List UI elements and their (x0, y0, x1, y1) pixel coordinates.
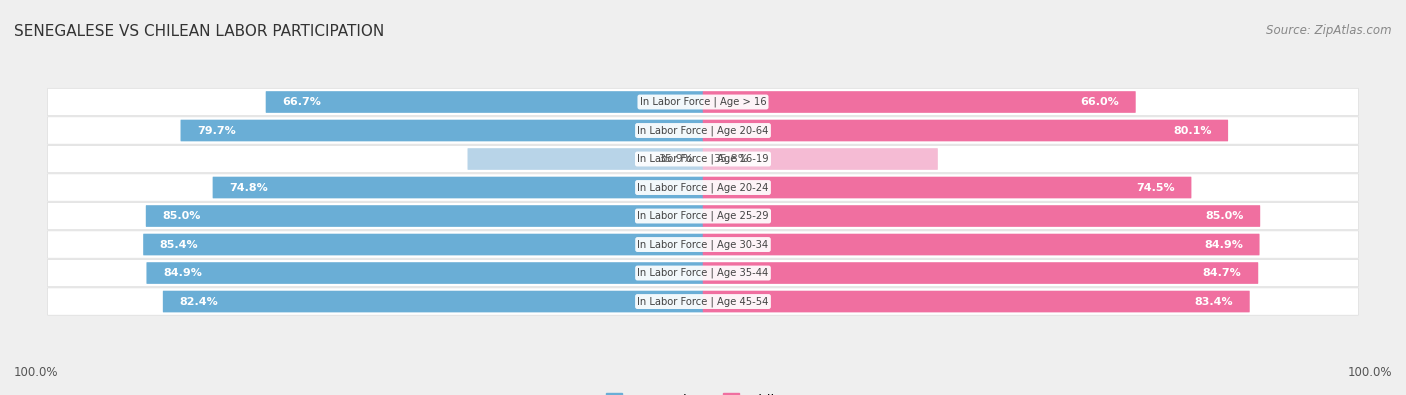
FancyBboxPatch shape (266, 91, 703, 113)
FancyBboxPatch shape (180, 120, 703, 141)
Text: 80.1%: 80.1% (1173, 126, 1212, 135)
FancyBboxPatch shape (468, 148, 703, 170)
FancyBboxPatch shape (703, 148, 938, 170)
Text: 84.9%: 84.9% (163, 268, 202, 278)
Text: Source: ZipAtlas.com: Source: ZipAtlas.com (1267, 24, 1392, 37)
FancyBboxPatch shape (48, 288, 1358, 315)
Text: 74.5%: 74.5% (1136, 182, 1175, 192)
Text: 100.0%: 100.0% (1347, 366, 1392, 379)
Text: 85.0%: 85.0% (1205, 211, 1243, 221)
Text: 74.8%: 74.8% (229, 182, 269, 192)
FancyBboxPatch shape (48, 88, 1358, 116)
Text: 85.0%: 85.0% (163, 211, 201, 221)
FancyBboxPatch shape (48, 174, 1358, 201)
FancyBboxPatch shape (48, 202, 1358, 230)
Text: In Labor Force | Age 16-19: In Labor Force | Age 16-19 (637, 154, 769, 164)
Text: 35.8%: 35.8% (713, 154, 748, 164)
Text: 79.7%: 79.7% (197, 126, 236, 135)
FancyBboxPatch shape (48, 117, 1358, 144)
FancyBboxPatch shape (143, 234, 703, 255)
FancyBboxPatch shape (146, 262, 703, 284)
FancyBboxPatch shape (48, 231, 1358, 258)
FancyBboxPatch shape (146, 205, 703, 227)
Text: 82.4%: 82.4% (180, 297, 218, 307)
Text: In Labor Force | Age 35-44: In Labor Force | Age 35-44 (637, 268, 769, 278)
FancyBboxPatch shape (703, 205, 1260, 227)
Text: In Labor Force | Age 20-24: In Labor Force | Age 20-24 (637, 182, 769, 193)
Text: 66.0%: 66.0% (1080, 97, 1119, 107)
Text: In Labor Force | Age > 16: In Labor Force | Age > 16 (640, 97, 766, 107)
FancyBboxPatch shape (703, 120, 1227, 141)
FancyBboxPatch shape (703, 177, 1191, 198)
Text: 100.0%: 100.0% (14, 366, 59, 379)
Text: 83.4%: 83.4% (1195, 297, 1233, 307)
Text: SENEGALESE VS CHILEAN LABOR PARTICIPATION: SENEGALESE VS CHILEAN LABOR PARTICIPATIO… (14, 24, 384, 39)
FancyBboxPatch shape (48, 260, 1358, 287)
FancyBboxPatch shape (703, 234, 1260, 255)
Text: 84.7%: 84.7% (1204, 268, 1241, 278)
FancyBboxPatch shape (163, 291, 703, 312)
FancyBboxPatch shape (212, 177, 703, 198)
Text: 35.9%: 35.9% (658, 154, 693, 164)
FancyBboxPatch shape (703, 262, 1258, 284)
FancyBboxPatch shape (703, 291, 1250, 312)
Legend: Senegalese, Chilean: Senegalese, Chilean (606, 393, 800, 395)
Text: 66.7%: 66.7% (283, 97, 321, 107)
Text: In Labor Force | Age 25-29: In Labor Force | Age 25-29 (637, 211, 769, 221)
Text: In Labor Force | Age 20-64: In Labor Force | Age 20-64 (637, 125, 769, 136)
Text: In Labor Force | Age 45-54: In Labor Force | Age 45-54 (637, 296, 769, 307)
Text: In Labor Force | Age 30-34: In Labor Force | Age 30-34 (637, 239, 769, 250)
Text: 85.4%: 85.4% (160, 239, 198, 250)
FancyBboxPatch shape (703, 91, 1136, 113)
Text: 84.9%: 84.9% (1204, 239, 1243, 250)
FancyBboxPatch shape (48, 145, 1358, 173)
